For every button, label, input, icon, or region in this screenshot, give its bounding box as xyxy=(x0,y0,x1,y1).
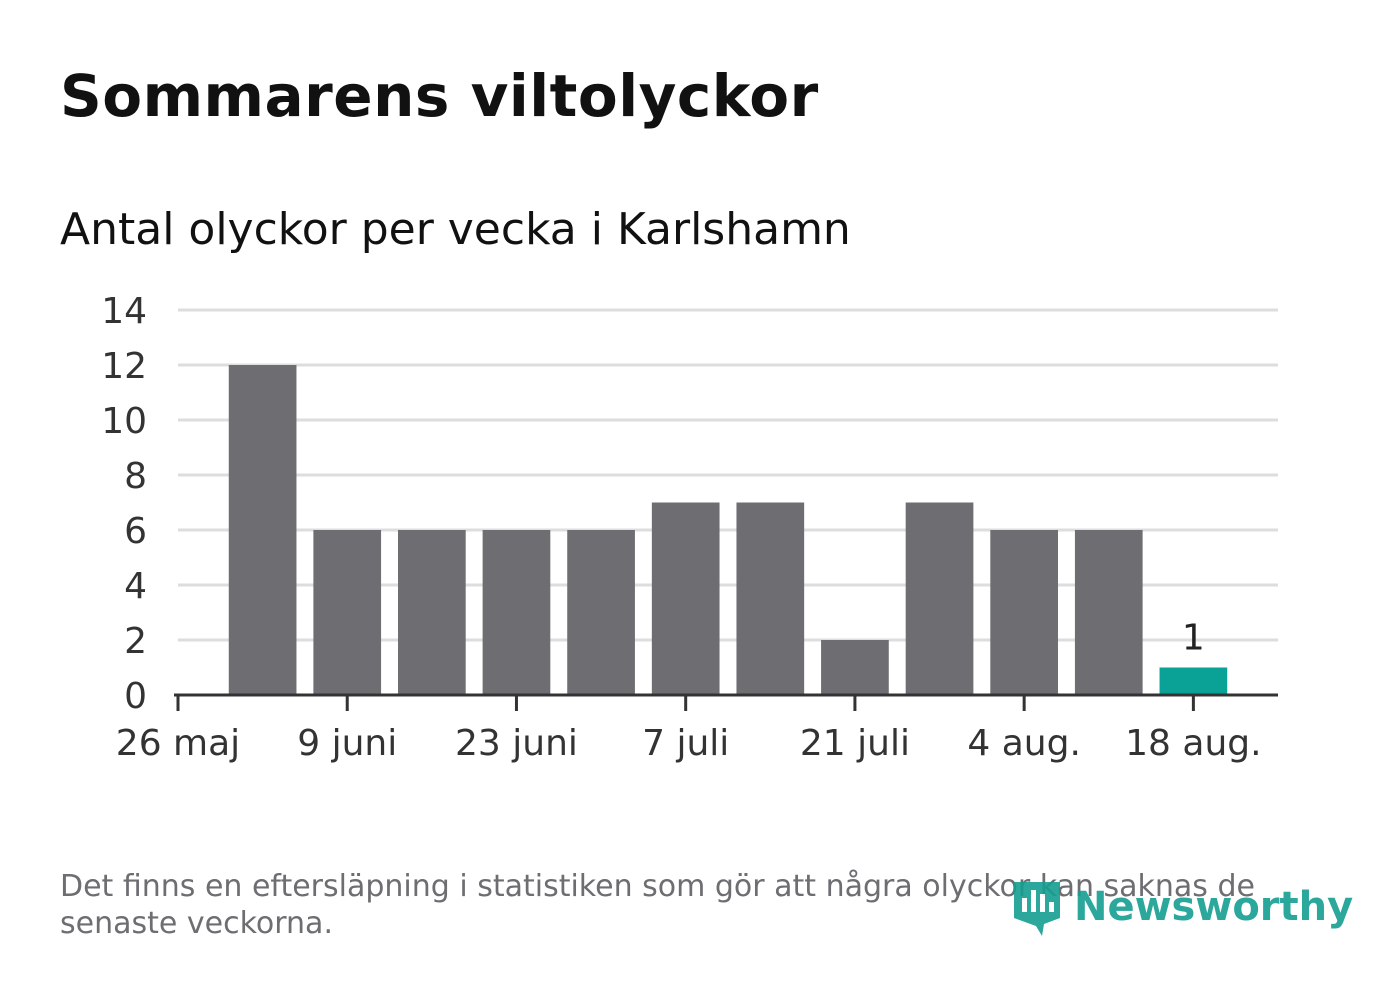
x-tick-label: 4 aug. xyxy=(967,723,1081,764)
bar xyxy=(990,530,1058,695)
y-tick-label: 6 xyxy=(124,511,147,552)
chart-subtitle: Antal olyckor per vecka i Karlshamn xyxy=(60,204,851,255)
y-tick-label: 4 xyxy=(124,566,147,607)
x-axis-labels: 26 maj 9 juni 23 juni 7 juli 21 juli 4 aug. 18… xyxy=(116,723,1262,764)
data-label: 1 xyxy=(1182,618,1205,659)
bar xyxy=(905,502,974,695)
bar xyxy=(228,365,297,695)
bars xyxy=(228,365,1228,695)
bar xyxy=(651,502,720,695)
newsworthy-logo-icon xyxy=(1014,882,1060,936)
x-tick-label: 21 juli xyxy=(800,723,910,764)
logo-text: Newsworthy xyxy=(1074,884,1354,930)
bar xyxy=(313,530,382,695)
bar xyxy=(736,502,805,695)
chart-title: Sommarens viltolyckor xyxy=(60,62,819,130)
newsworthy-logo: Newsworthy xyxy=(1012,876,1353,938)
bar xyxy=(821,640,889,695)
y-tick-label: 12 xyxy=(101,346,147,387)
x-tick-label: 23 juni xyxy=(455,723,578,764)
x-tick-label: 18 aug. xyxy=(1125,723,1261,764)
y-axis-labels: 0 2 4 6 8 10 12 14 xyxy=(101,291,147,717)
x-tick-label: 7 juli xyxy=(642,723,729,764)
y-tick-label: 10 xyxy=(101,401,147,442)
bar xyxy=(1159,667,1228,695)
x-tick-label: 9 juni xyxy=(297,723,397,764)
x-axis xyxy=(174,693,1278,711)
bar xyxy=(398,530,466,695)
y-tick-label: 14 xyxy=(101,291,147,332)
y-tick-label: 0 xyxy=(124,676,147,717)
bar xyxy=(567,530,635,695)
y-tick-label: 2 xyxy=(124,621,147,662)
data-labels: 1 xyxy=(1182,618,1205,659)
x-tick-label: 26 maj xyxy=(116,723,240,764)
bar xyxy=(482,530,551,695)
y-tick-label: 8 xyxy=(124,456,147,497)
bar xyxy=(1074,530,1143,695)
